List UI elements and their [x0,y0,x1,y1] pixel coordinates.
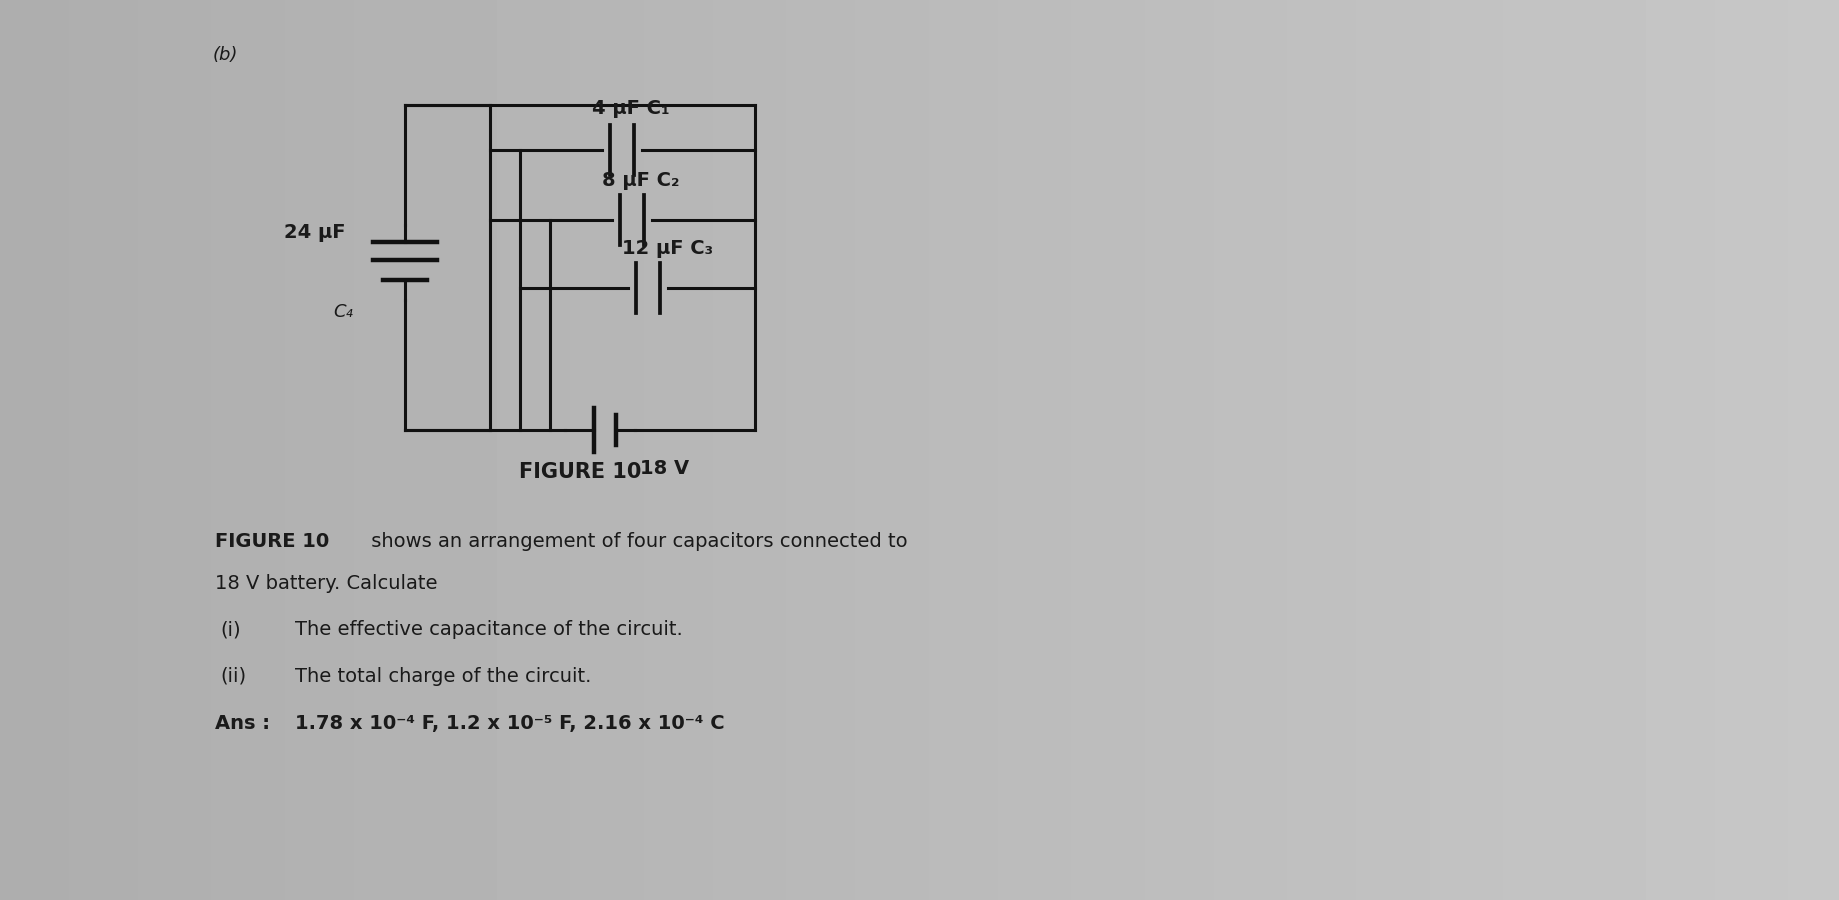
Text: 18 V: 18 V [640,458,690,478]
Text: 12 μF C₃: 12 μF C₃ [622,239,714,258]
Text: shows an arrangement of four capacitors connected to: shows an arrangement of four capacitors … [364,532,908,551]
Text: FIGURE 10: FIGURE 10 [519,462,642,482]
Text: (b): (b) [211,46,237,64]
Text: 8 μF C₂: 8 μF C₂ [601,171,679,190]
Text: The effective capacitance of the circuit.: The effective capacitance of the circuit… [294,620,682,639]
Text: 1.78 x 10⁻⁴ F, 1.2 x 10⁻⁵ F, 2.16 x 10⁻⁴ C: 1.78 x 10⁻⁴ F, 1.2 x 10⁻⁵ F, 2.16 x 10⁻⁴… [294,714,725,733]
Text: (i): (i) [221,620,241,639]
Text: FIGURE 10: FIGURE 10 [215,532,329,551]
Text: (ii): (ii) [221,667,246,686]
Text: C₄: C₄ [333,303,353,321]
Text: The total charge of the circuit.: The total charge of the circuit. [294,667,592,686]
Text: Ans :: Ans : [215,714,276,733]
Text: 4 μF C₁: 4 μF C₁ [592,99,669,118]
Text: 18 V battery. Calculate: 18 V battery. Calculate [215,574,438,593]
Text: 24 μF: 24 μF [285,222,346,241]
